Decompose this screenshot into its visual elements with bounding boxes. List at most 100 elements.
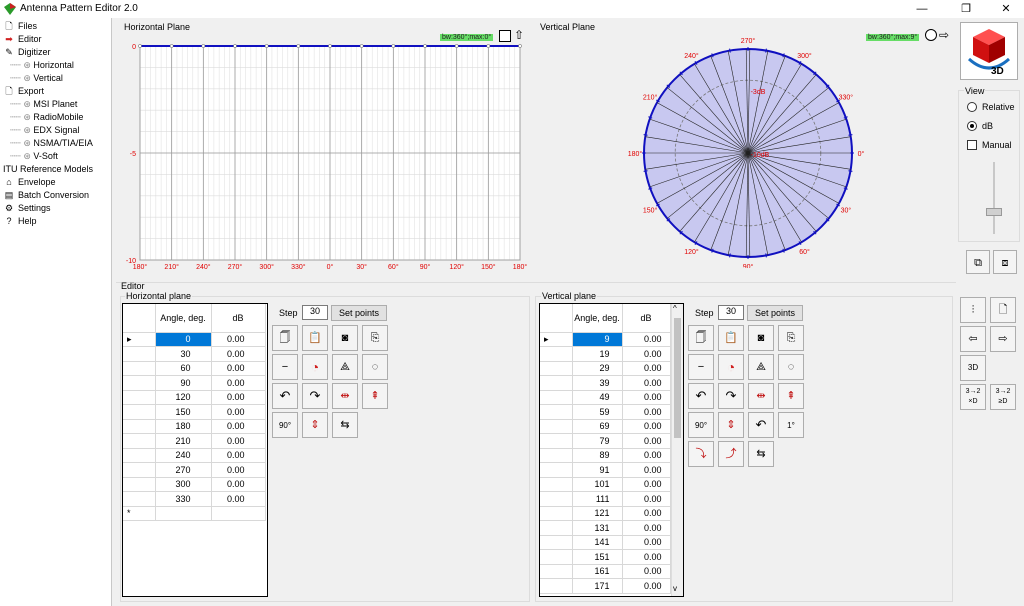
db-cell[interactable]: 0.00 — [622, 535, 671, 550]
row-header-cell[interactable] — [540, 375, 573, 391]
db-cell[interactable]: 0.00 — [211, 419, 266, 434]
table-row[interactable]: 89 0.00 — [540, 448, 671, 463]
nav-item-settings[interactable]: ⚙ Settings — [3, 202, 51, 215]
mirror-h-button[interactable]: ⇹ — [748, 383, 774, 409]
adjust-sliders-button[interactable]: ⫶ — [960, 297, 986, 323]
db-cell[interactable]: 0.00 — [622, 390, 671, 405]
vertical-table[interactable]: Angle, deg. dB ▸ 9 0.00 19 0.00 29 0.00 39 0.00 49 0… — [539, 303, 684, 597]
camera-button[interactable]: ◙ — [748, 325, 774, 351]
db-cell[interactable]: 0.00 — [622, 332, 671, 347]
angle-cell[interactable]: 91 — [572, 462, 623, 478]
angle-cell[interactable]: 9 — [572, 332, 623, 347]
horizontal-table[interactable]: Angle, deg. dB ▸ 0 0.00 30 0.00 60 0.00 90 0.00 120… — [122, 303, 268, 597]
db-cell[interactable]: 0.00 — [622, 346, 671, 362]
table-row[interactable]: 29 0.00 — [540, 361, 671, 376]
angle-cell[interactable] — [155, 506, 212, 521]
angle-cell[interactable]: 60 — [155, 361, 212, 376]
nav-item-msi[interactable]: ┄┄ ⊛ MSI Planet — [10, 98, 77, 111]
angle-cell[interactable]: 90 — [155, 375, 212, 391]
maximize-button[interactable]: ❐ — [961, 3, 971, 15]
db-cell[interactable]: 0.00 — [211, 448, 266, 463]
scroll-up-icon[interactable]: ^ — [673, 304, 677, 313]
row-header-cell[interactable] — [540, 477, 573, 492]
vertical-scrollbar[interactable]: ^ v — [671, 304, 683, 596]
db-cell[interactable]: 0.00 — [622, 404, 671, 420]
nav-item-editor[interactable]: ➡ Editor — [3, 33, 41, 46]
paste-button[interactable]: 📋 — [302, 325, 328, 351]
table-row[interactable]: 60 0.00 — [123, 361, 266, 376]
db-cell[interactable]: 0.00 — [622, 448, 671, 463]
angle-cell[interactable]: 240 — [155, 448, 212, 463]
zoom-slider-thumb[interactable] — [986, 208, 1002, 216]
camera-button[interactable]: ◙ — [332, 325, 358, 351]
table-row[interactable]: 240 0.00 — [123, 448, 266, 463]
db-cell[interactable]: 0.00 — [622, 564, 671, 579]
table-row[interactable]: 79 0.00 — [540, 433, 671, 449]
angle-cell[interactable]: 29 — [572, 361, 623, 376]
row-header-cell[interactable] — [540, 578, 573, 594]
row-header-cell[interactable] — [540, 462, 573, 478]
table-row[interactable]: 91 0.00 — [540, 462, 671, 478]
db-cell[interactable]: 0.00 — [211, 361, 266, 376]
scrollbar-thumb[interactable] — [674, 318, 681, 438]
swap-arrows-button[interactable]: ⇆ — [332, 412, 358, 438]
angle-cell[interactable]: 39 — [572, 375, 623, 391]
document-button[interactable]: 🗍 — [688, 325, 714, 351]
manual-checkbox[interactable] — [967, 140, 977, 150]
rotate-ccw-1deg-button[interactable]: ↶ — [688, 383, 714, 409]
db-cell[interactable]: 0.00 — [211, 332, 266, 347]
row-header-cell[interactable] — [540, 419, 573, 434]
row-header-cell[interactable] — [540, 535, 573, 550]
angle-cell[interactable]: 150 — [155, 404, 212, 420]
row-header-cell[interactable] — [540, 448, 573, 463]
db-cell[interactable]: 0.00 — [622, 419, 671, 434]
row-header-cell[interactable] — [123, 390, 156, 405]
db-cell[interactable]: 0.00 — [211, 491, 266, 507]
row-header-cell[interactable] — [540, 506, 573, 521]
db-cell[interactable]: 0.00 — [622, 520, 671, 536]
table-row[interactable]: 121 0.00 — [540, 506, 671, 521]
nav-item-radiomobile[interactable]: ┄┄ ⊛ RadioMobile — [10, 111, 83, 124]
table-row[interactable]: 120 0.00 — [123, 390, 266, 405]
view-3d-button[interactable]: 3D — [960, 22, 1018, 80]
flip-both-button[interactable]: ⇕ — [718, 412, 744, 438]
table-row[interactable]: 180 0.00 — [123, 419, 266, 434]
db-cell[interactable]: 0.00 — [211, 346, 266, 362]
arrow-right-button[interactable]: ⇨ — [990, 326, 1016, 352]
scroll-down-icon[interactable]: v — [673, 584, 677, 593]
db-cell[interactable]: 0.00 — [211, 433, 266, 449]
angle-cell[interactable]: 270 — [155, 462, 212, 478]
angle-cell[interactable]: 69 — [572, 419, 623, 434]
arrow-up-icon[interactable]: ⇧ — [514, 28, 525, 42]
close-button[interactable]: ✕ — [1001, 3, 1011, 15]
row-header-cell[interactable] — [123, 404, 156, 420]
circle-dots-button[interactable]: ◌ — [362, 354, 388, 380]
rotate-90-button[interactable]: 90° — [272, 412, 298, 438]
table-row[interactable]: ▸ 9 0.00 — [540, 332, 671, 347]
table-row[interactable]: 59 0.00 — [540, 404, 671, 420]
nav-item-help[interactable]: ? Help — [3, 215, 36, 228]
tilt-down-button[interactable]: ⤵ — [688, 441, 714, 467]
table-row[interactable]: 141 0.00 — [540, 535, 671, 550]
table-row[interactable]: 39 0.00 — [540, 375, 671, 391]
new-row-marker[interactable]: * — [123, 506, 156, 521]
angle-cell[interactable]: 101 — [572, 477, 623, 492]
db-cell[interactable]: 0.00 — [211, 375, 266, 391]
step-input[interactable]: 30 — [718, 305, 744, 320]
row-header-cell[interactable]: ▸ — [540, 332, 573, 347]
db-cell[interactable]: 0.00 — [622, 375, 671, 391]
row-header-cell[interactable] — [540, 346, 573, 362]
table-row[interactable]: 90 0.00 — [123, 375, 266, 391]
db-cell[interactable] — [211, 506, 266, 521]
table-row[interactable]: 210 0.00 — [123, 433, 266, 449]
row-header-cell[interactable] — [540, 390, 573, 405]
rotate-cw-1deg-button[interactable]: ↷ — [718, 383, 744, 409]
db-cell[interactable]: 0.00 — [622, 433, 671, 449]
row-header-cell[interactable] — [123, 462, 156, 478]
nav-item-export[interactable]: 🗋 Export — [3, 85, 44, 98]
table-row[interactable]: 270 0.00 — [123, 462, 266, 478]
minimize-button[interactable]: — — [916, 3, 928, 15]
zoom-slider-track[interactable] — [993, 162, 995, 234]
angle-cell[interactable]: 131 — [572, 520, 623, 536]
db-radio[interactable] — [967, 121, 977, 131]
